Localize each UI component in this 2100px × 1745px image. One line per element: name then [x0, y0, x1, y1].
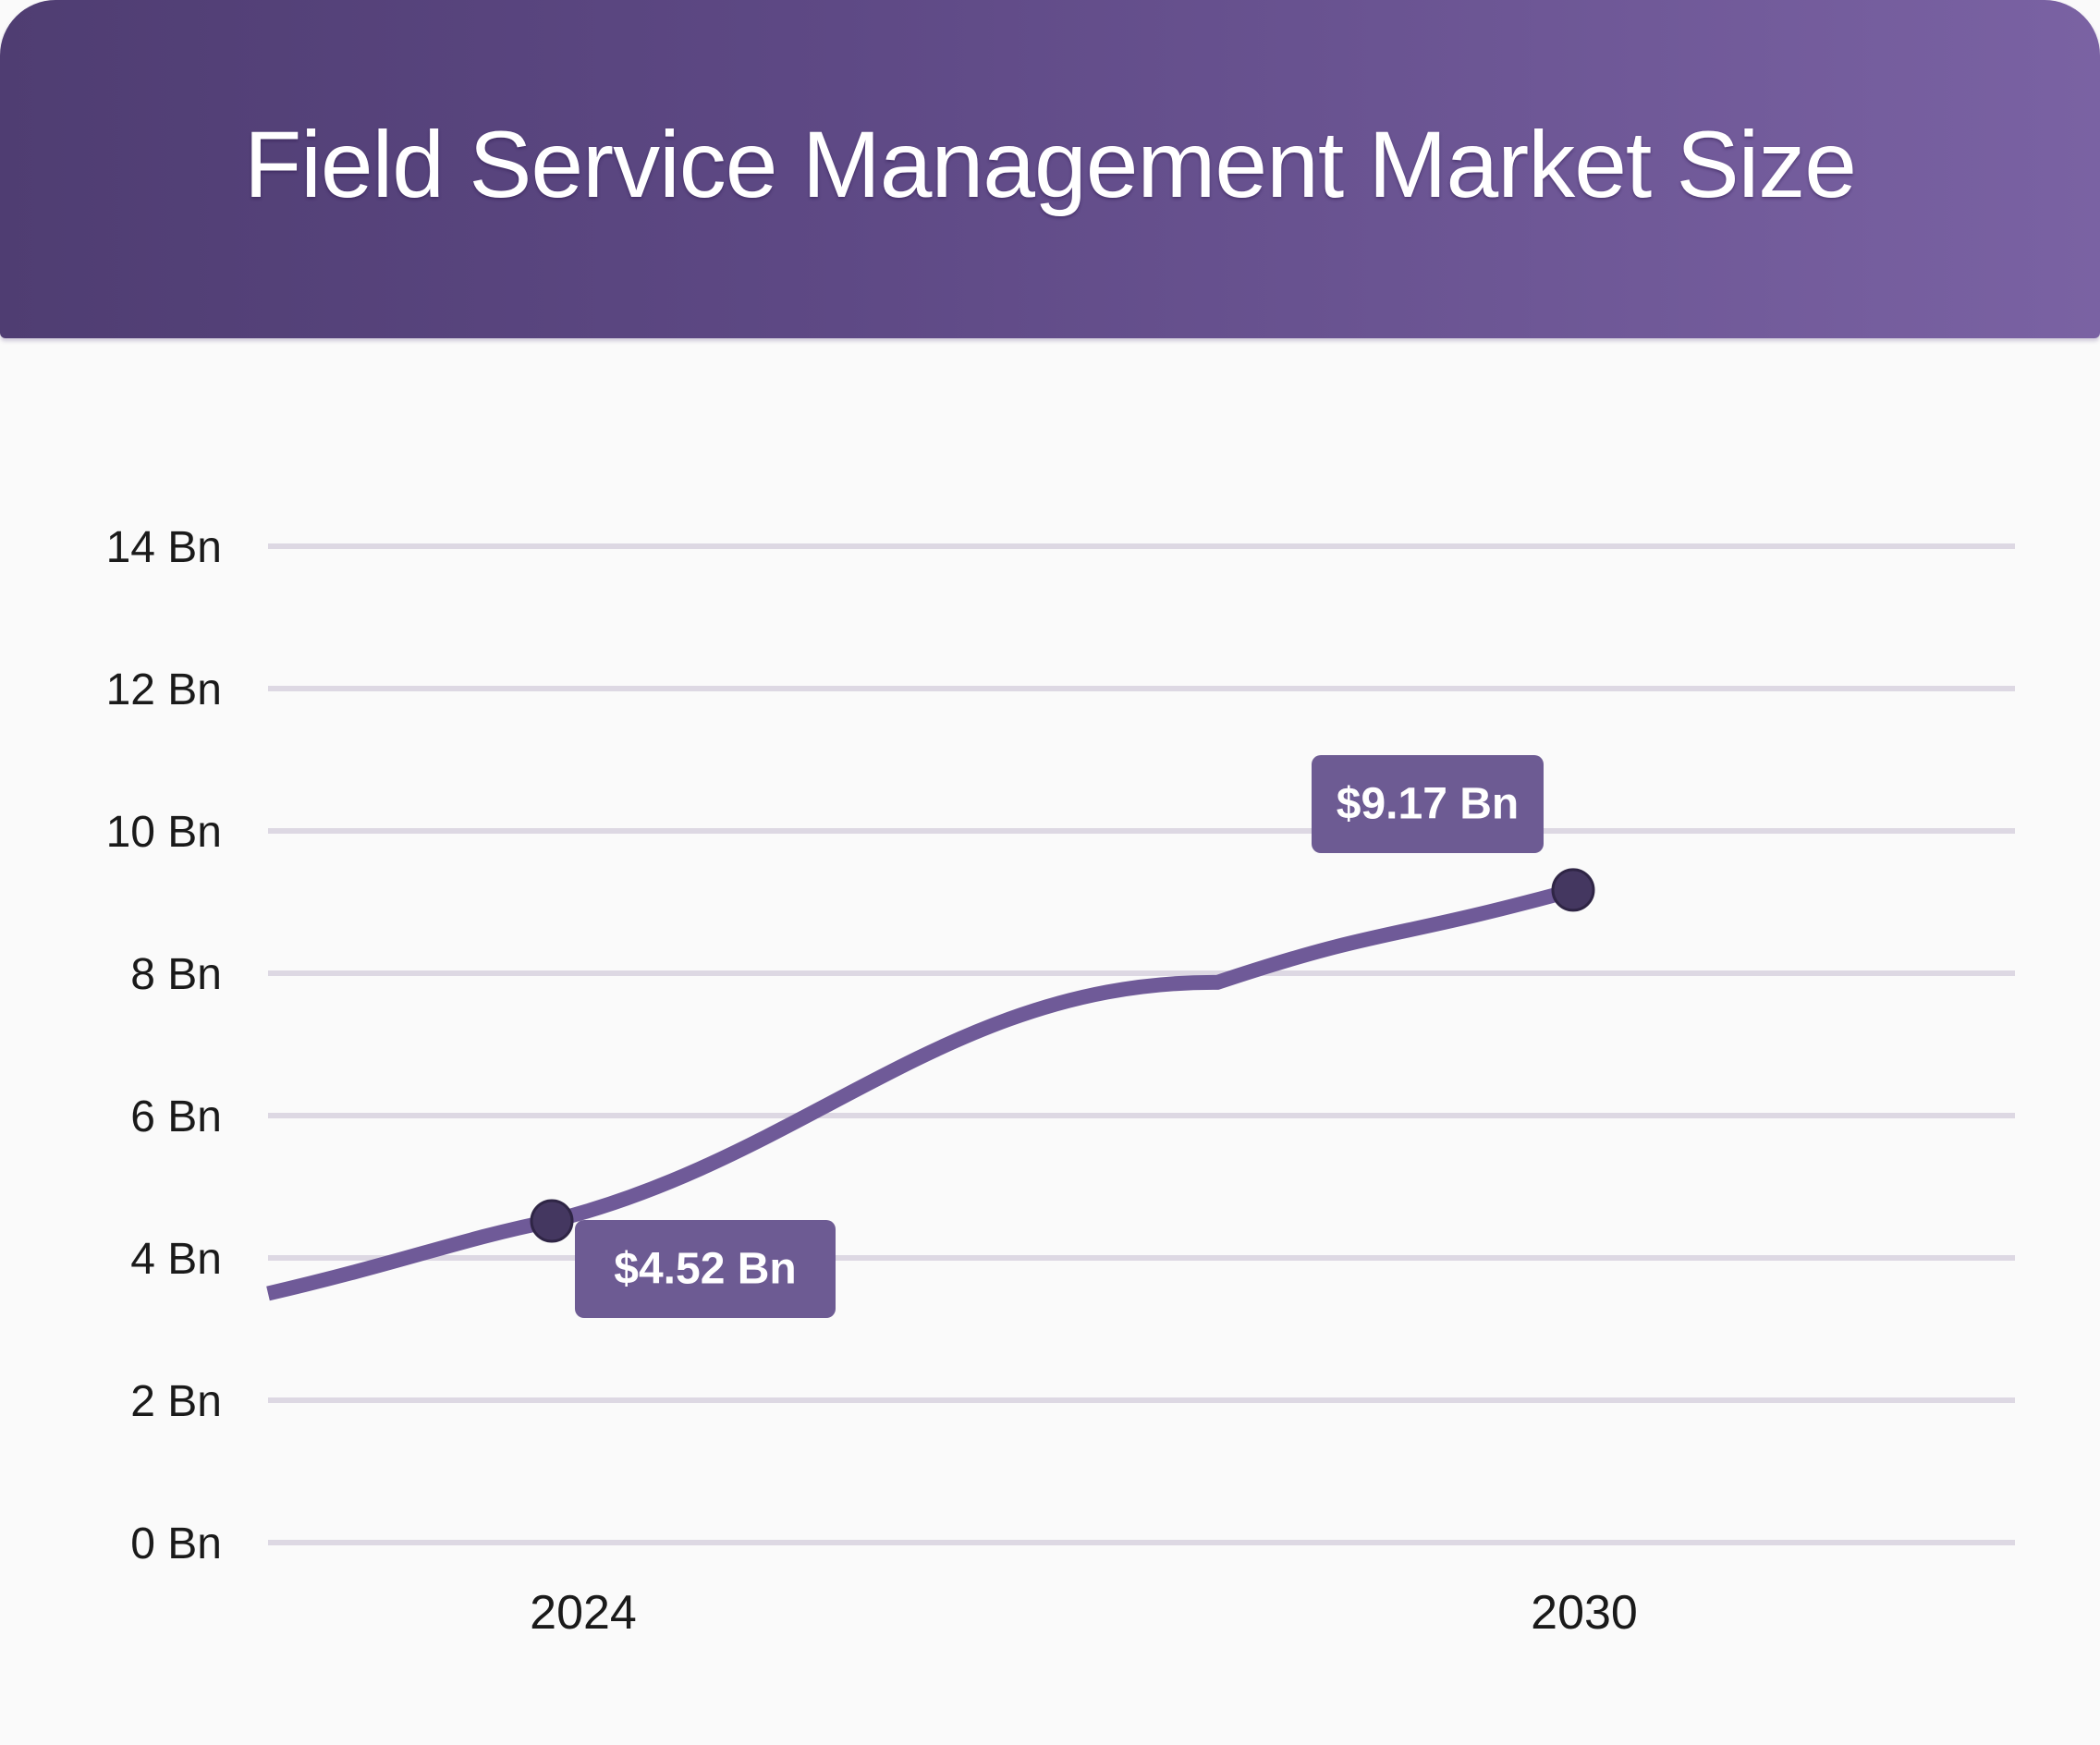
series-layer: [266, 868, 1595, 1301]
data-label-text: $9.17 Bn: [1337, 780, 1519, 829]
gridlines: [268, 543, 2015, 1545]
data-label-2030: $9.17 Bn: [1312, 755, 1544, 853]
header-banner: Field Service Management Market Size: [0, 0, 2100, 338]
data-label-box: [575, 1220, 836, 1318]
y-tick-label: 0 Bn: [130, 1519, 222, 1568]
data-label-text: $4.52 Bn: [614, 1245, 796, 1294]
y-tick-label: 14 Bn: [106, 523, 222, 572]
data-label-2024: $4.52 Bn: [575, 1220, 836, 1318]
y-tick-label: 12 Bn: [106, 665, 222, 714]
data-point-2024: [530, 1199, 574, 1243]
data-point-2030: [1551, 868, 1595, 912]
y-axis-tick-labels: 0 Bn 2 Bn 4 Bn 6 Bn 8 Bn 10 Bn 12 Bn 14 Bn: [106, 523, 222, 1568]
x-tick-label: 2024: [530, 1586, 637, 1640]
y-tick-label: 4 Bn: [130, 1235, 222, 1284]
data-labels: $4.52 Bn $9.17 Bn: [575, 755, 1544, 1318]
y-tick-label: 6 Bn: [130, 1092, 222, 1141]
chart-title: Field Service Management Market Size: [243, 111, 1857, 217]
x-tick-label: 2030: [1531, 1586, 1638, 1640]
x-axis-tick-labels: 2024 2030: [530, 1586, 1638, 1640]
y-tick-label: 2 Bn: [130, 1377, 222, 1426]
series-line: [266, 883, 1576, 1301]
y-tick-label: 10 Bn: [106, 808, 222, 857]
data-label-box: [1312, 755, 1544, 853]
y-tick-label: 8 Bn: [130, 950, 222, 999]
